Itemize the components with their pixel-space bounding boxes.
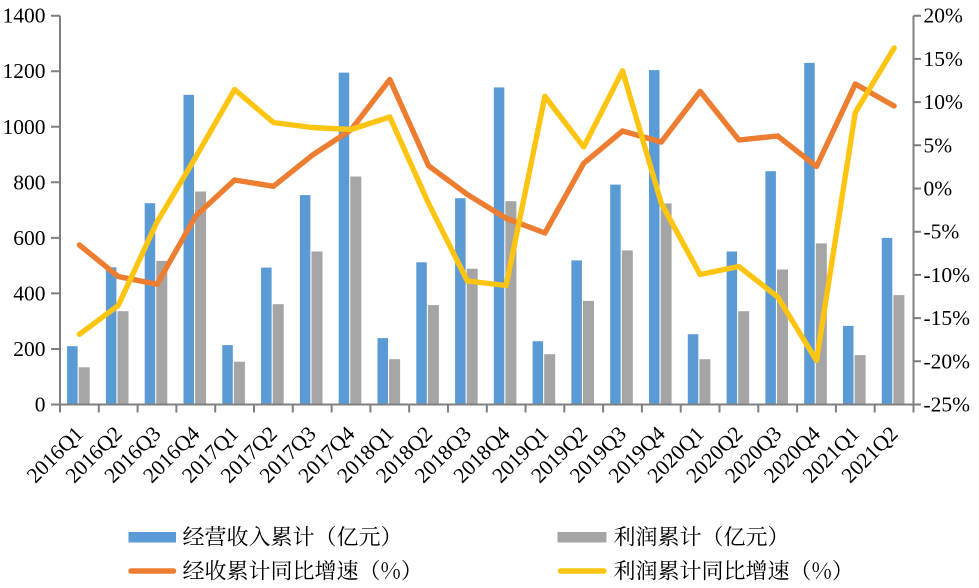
svg-text:5%: 5% (924, 133, 953, 157)
svg-text:-10%: -10% (924, 263, 971, 287)
svg-text:1200: 1200 (3, 59, 46, 83)
svg-text:-15%: -15% (924, 306, 971, 330)
svg-text:0: 0 (35, 393, 46, 417)
svg-text:20%: 20% (924, 4, 964, 28)
svg-text:1000: 1000 (3, 115, 46, 139)
svg-text:-20%: -20% (924, 349, 971, 373)
svg-text:0%: 0% (924, 177, 953, 201)
svg-text:10%: 10% (924, 90, 964, 114)
svg-text:-25%: -25% (924, 393, 971, 417)
svg-text:-5%: -5% (924, 220, 960, 244)
svg-text:200: 200 (13, 337, 45, 361)
svg-text:15%: 15% (924, 47, 964, 71)
svg-text:600: 600 (13, 226, 45, 250)
svg-text:1400: 1400 (3, 4, 46, 28)
svg-text:800: 800 (13, 170, 45, 194)
svg-text:400: 400 (13, 281, 45, 305)
